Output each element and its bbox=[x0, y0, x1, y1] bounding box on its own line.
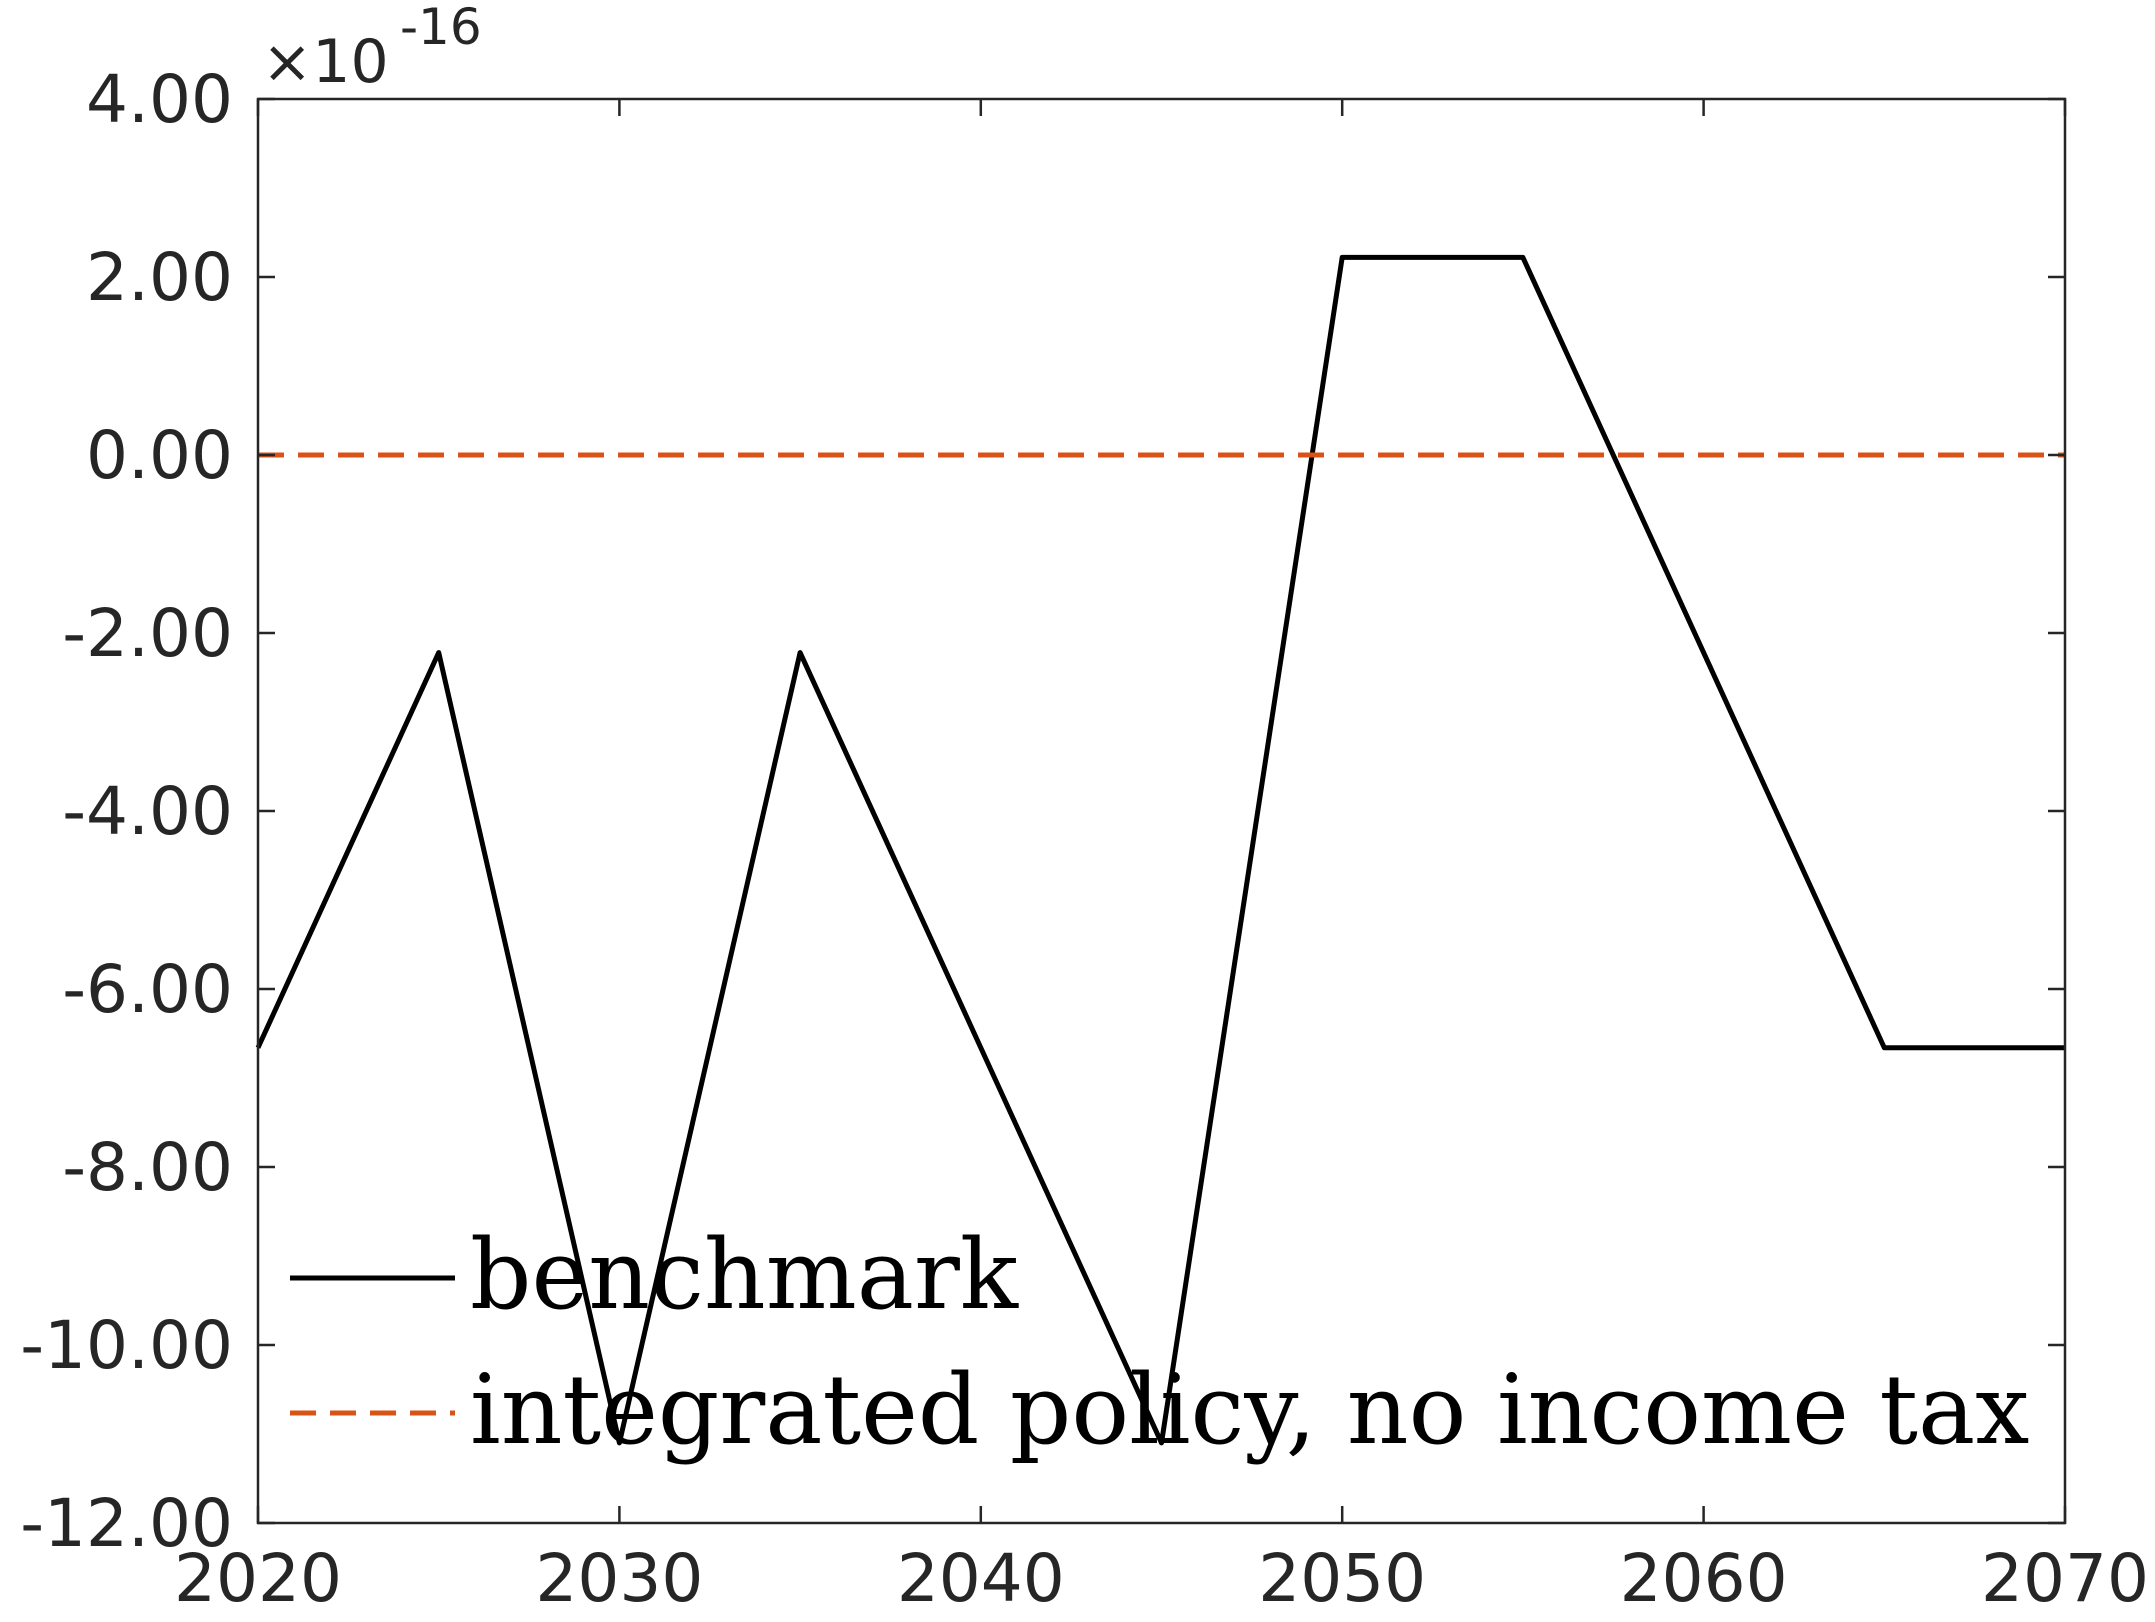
x-tick-label: 2050 bbox=[1258, 1540, 1426, 1617]
y-tick-label: -12.00 bbox=[20, 1485, 233, 1562]
x-tick-label: 2020 bbox=[174, 1540, 342, 1617]
y-tick-label: -4.00 bbox=[62, 773, 233, 850]
y-tick-label: 4.00 bbox=[86, 61, 233, 138]
legend-label-2: integrated policy, no income tax bbox=[470, 1354, 2029, 1466]
y-exponent-label: ×10 -16 bbox=[262, 0, 482, 97]
y-tick-label: -10.00 bbox=[20, 1307, 233, 1384]
series-line-1 bbox=[255, 254, 2065, 1446]
x-tick-label: 2030 bbox=[535, 1540, 703, 1617]
legend: benchmark integrated policy, no income ta… bbox=[290, 1219, 2029, 1466]
x-tick-label: 2040 bbox=[897, 1540, 1065, 1617]
x-tick-label: 2070 bbox=[1981, 1540, 2149, 1617]
legend-label-1: benchmark bbox=[470, 1219, 1019, 1331]
y-tick-label: 0.00 bbox=[86, 417, 233, 494]
y-tick-label: -6.00 bbox=[62, 951, 233, 1028]
x-tick-label: 2060 bbox=[1620, 1540, 1788, 1617]
y-tick-label: -8.00 bbox=[62, 1129, 233, 1206]
y-exponent-base: ×10 bbox=[262, 27, 389, 97]
y-tick-label: -2.00 bbox=[62, 595, 233, 672]
y-tick-label: 2.00 bbox=[86, 239, 233, 316]
y-exponent-power: -16 bbox=[400, 0, 482, 56]
